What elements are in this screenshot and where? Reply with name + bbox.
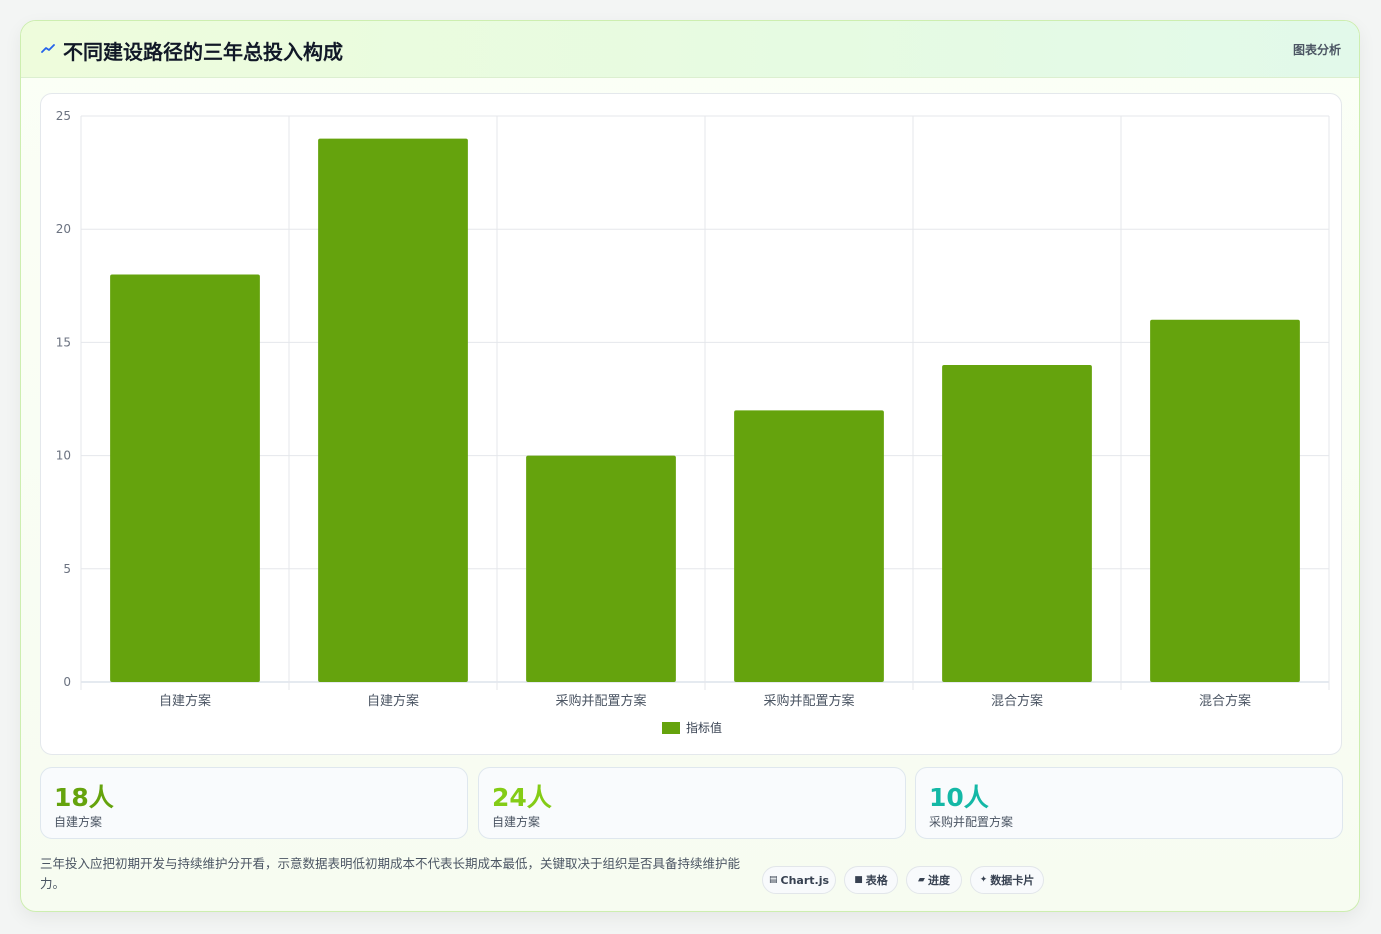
legend-label: 指标值 xyxy=(686,720,722,735)
x-tick-label: 自建方案 xyxy=(159,693,211,709)
chart-card: 不同建设路径的三年总投入构成 图表分析 0 5 10 15 20 25 自建方案 自建方案 采购… xyxy=(20,20,1360,912)
kpi-label: 自建方案 xyxy=(54,813,102,830)
bar-chart: 0 5 10 15 20 25 自建方案 自建方案 采购并配置方案 采购并配置方案 混合方案 混合方案… xyxy=(40,93,1342,755)
kpi-card-3: 10人 采购并配置方案 xyxy=(915,767,1343,839)
x-tick-label: 混合方案 xyxy=(991,693,1043,709)
sparkle-icon: ✦ xyxy=(980,875,988,885)
y-tick-label: 10 xyxy=(56,449,71,463)
chart-icon: ▤ xyxy=(769,875,778,885)
x-tick-label: 采购并配置方案 xyxy=(555,693,646,709)
bar xyxy=(318,139,468,682)
pill-label: 表格 xyxy=(866,872,888,888)
pill-data-card[interactable]: ✦ 数据卡片 xyxy=(970,866,1044,894)
bar xyxy=(942,365,1092,682)
pill-chartjs[interactable]: ▤ Chart.js xyxy=(762,866,836,894)
y-tick-label: 15 xyxy=(56,335,71,349)
x-tick-label: 采购并配置方案 xyxy=(763,693,854,709)
pill-table[interactable]: ■ 表格 xyxy=(844,866,898,894)
chart-title: 不同建设路径的三年总投入构成 xyxy=(63,36,343,65)
kpi-value: 18人 xyxy=(54,778,114,814)
kpi-card-2: 24人 自建方案 xyxy=(478,767,906,839)
chart-analysis-tag[interactable]: 图表分析 xyxy=(1293,41,1341,58)
chart-description: 三年投入应把初期开发与持续维护分开看，示意数据表明低初期成本不代表长期成本最低，… xyxy=(40,854,752,894)
kpi-value: 10人 xyxy=(929,778,989,814)
trend-line-icon xyxy=(41,42,55,56)
bar xyxy=(526,456,676,682)
y-tick-label: 0 xyxy=(63,675,71,689)
legend-swatch xyxy=(662,722,680,734)
kpi-label: 自建方案 xyxy=(492,813,540,830)
x-tick-label: 混合方案 xyxy=(1199,693,1251,709)
kpi-label: 采购并配置方案 xyxy=(929,813,1013,830)
table-icon: ■ xyxy=(854,875,863,885)
pill-label: Chart.js xyxy=(781,874,830,887)
pill-progress[interactable]: ▰ 进度 xyxy=(906,866,962,894)
card-header: 不同建设路径的三年总投入构成 图表分析 xyxy=(21,21,1359,78)
pill-label: 进度 xyxy=(928,872,950,888)
kpi-value: 24人 xyxy=(492,778,552,814)
progress-icon: ▰ xyxy=(918,875,925,885)
pill-label: 数据卡片 xyxy=(990,872,1034,888)
y-tick-label: 25 xyxy=(56,109,71,123)
bar xyxy=(734,410,884,682)
bar xyxy=(1150,320,1300,682)
kpi-card-1: 18人 自建方案 xyxy=(40,767,468,839)
bar-chart-svg: 0 5 10 15 20 25 自建方案 自建方案 采购并配置方案 采购并配置方案 混合方案 混合方案… xyxy=(41,94,1343,756)
y-tick-label: 20 xyxy=(56,222,71,236)
y-tick-label: 5 xyxy=(63,562,71,576)
x-tick-label: 自建方案 xyxy=(367,693,419,709)
bar xyxy=(110,274,260,682)
